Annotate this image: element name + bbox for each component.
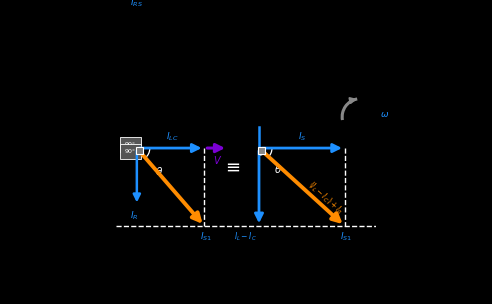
Text: $I_S$: $I_S$ <box>298 131 306 143</box>
Text: $V$: $V$ <box>213 154 222 166</box>
Text: 90°: 90° <box>125 150 136 154</box>
Text: $I_{S1}$: $I_{S1}$ <box>200 231 212 243</box>
Text: 90°: 90° <box>125 143 136 147</box>
Text: $I_{S1}$: $I_{S1}$ <box>340 231 352 243</box>
Text: $\theta$: $\theta$ <box>275 163 282 175</box>
Text: $\theta$: $\theta$ <box>155 165 163 178</box>
Text: $(I_L - I_C) + I_R$: $(I_L - I_C) + I_R$ <box>305 179 345 218</box>
Text: $I_R$: $I_R$ <box>130 209 138 222</box>
Text: $\equiv$: $\equiv$ <box>222 157 241 175</box>
Text: $\omega$: $\omega$ <box>380 110 389 119</box>
Bar <box>258 147 265 154</box>
Text: $I_L - I_C$: $I_L - I_C$ <box>234 231 256 243</box>
Text: $I_{LC}$: $I_{LC}$ <box>166 131 178 143</box>
Text: $I_{RS}$: $I_{RS}$ <box>130 0 143 9</box>
Bar <box>136 147 143 154</box>
